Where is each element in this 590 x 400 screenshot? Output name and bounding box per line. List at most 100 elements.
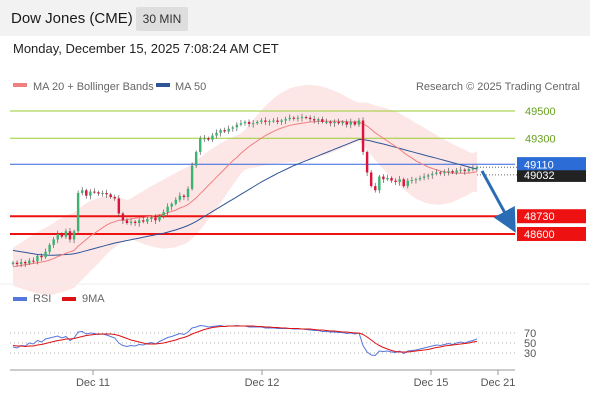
candle (211, 135, 214, 140)
candle (80, 190, 84, 193)
candle (276, 120, 279, 122)
candle (251, 123, 255, 125)
ma50-line (12, 138, 478, 256)
candle (89, 191, 92, 196)
ma20-legend-swatch (13, 83, 27, 87)
candle (28, 260, 31, 264)
candle (325, 121, 328, 123)
candle (308, 117, 312, 120)
candle (85, 190, 88, 196)
candle (11, 262, 15, 265)
candle (357, 120, 361, 125)
x-tick-label: Dec 21 (481, 377, 516, 389)
candle (439, 172, 442, 174)
candle (48, 244, 51, 252)
candle (215, 132, 218, 136)
candle (304, 117, 308, 119)
candle (190, 165, 194, 189)
current-price-label: 49032 (524, 170, 555, 182)
ma20-line (12, 120, 478, 268)
level-label-49500: 49500 (525, 106, 556, 118)
current-price-tag (517, 167, 586, 182)
candle (280, 120, 283, 122)
candle (443, 171, 446, 174)
candle (431, 173, 434, 176)
candle (121, 213, 125, 221)
rsi-ma-legend-swatch (62, 297, 76, 301)
candle (288, 117, 291, 120)
candle (32, 260, 35, 262)
candle (174, 199, 178, 204)
x-tick-label: Dec 11 (76, 377, 110, 389)
rsi-series-9MA (12, 325, 478, 353)
candle (243, 121, 247, 124)
rsi-tick-50: 50 (524, 338, 536, 350)
candle (117, 198, 121, 214)
candle (64, 231, 68, 237)
candle (447, 171, 450, 173)
ma20-legend-label: MA 20 + Bollinger Bands (33, 81, 154, 93)
candle (471, 168, 475, 170)
interval-button[interactable]: 30 MIN (136, 7, 188, 31)
candle (44, 251, 47, 258)
bollinger-band (13, 84, 477, 295)
candle (475, 166, 479, 169)
candle (182, 195, 186, 198)
candle (19, 262, 23, 265)
candle (296, 117, 300, 119)
candle (300, 117, 304, 119)
candle (113, 197, 116, 199)
candle (109, 194, 112, 198)
rsi-series-RSI (12, 324, 478, 357)
candle (284, 119, 287, 121)
candle (223, 130, 226, 132)
candle (60, 233, 64, 237)
candle (68, 231, 72, 240)
candle (463, 169, 466, 172)
candle (422, 176, 426, 178)
forecast-arrow (480, 170, 516, 233)
candle (166, 206, 169, 213)
candle (170, 203, 173, 207)
candle (268, 121, 271, 123)
candle (365, 151, 369, 173)
candle (227, 128, 230, 132)
price-chart: 49500493004911048730486004903249110 (10, 84, 586, 295)
candle (105, 192, 108, 195)
rsi-legend-swatch (13, 297, 27, 301)
candle (435, 172, 438, 174)
candle (247, 121, 251, 124)
candle (292, 117, 296, 119)
candle (264, 120, 267, 122)
candle (374, 186, 377, 191)
candle (414, 179, 418, 181)
level-label-49300: 49300 (525, 133, 556, 145)
candle (349, 121, 353, 125)
pivot-tag-overlay (517, 157, 586, 171)
candle (146, 218, 149, 222)
level-tag-48600 (517, 226, 586, 241)
x-axis: Dec 11 Dec 12 Dec 15 Dec 21 (76, 370, 515, 389)
candle (125, 220, 129, 224)
x-tick-label: Dec 15 (414, 377, 449, 389)
rsi-legend-label: RSI (33, 293, 51, 305)
candle (312, 119, 316, 121)
candle (406, 180, 410, 187)
rsi-tick-30: 30 (524, 348, 536, 360)
candle (52, 239, 55, 245)
candle (93, 191, 96, 193)
candle (239, 123, 243, 125)
rsi-tick-70: 70 (524, 328, 536, 340)
rsi-ma-legend-label: 9MA (82, 293, 105, 305)
candle (386, 177, 389, 180)
candle (337, 121, 340, 124)
level-label-48730: 48730 (524, 211, 555, 223)
candle (129, 221, 133, 224)
candle (333, 121, 336, 124)
candle (158, 216, 161, 221)
candle (142, 220, 145, 222)
candle (186, 188, 190, 198)
candle (369, 172, 373, 187)
candle (426, 175, 430, 177)
